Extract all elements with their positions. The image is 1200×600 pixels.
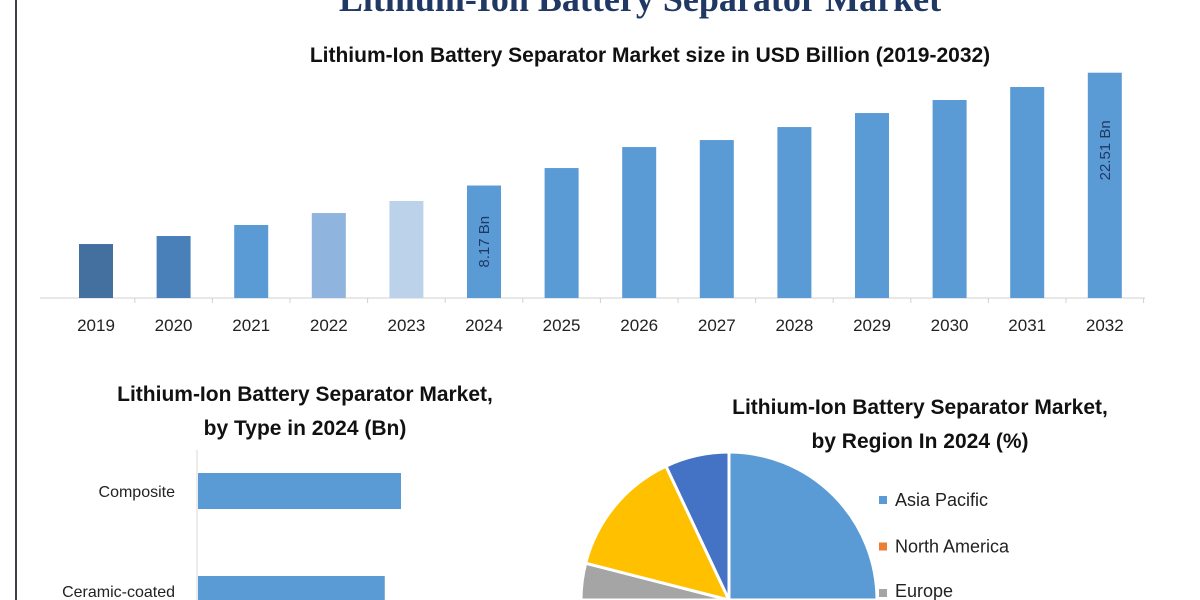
bar-chart-title: Lithium-Ion Battery Separator Market siz… — [309, 44, 991, 67]
x-tick-label-2019: 2019 — [77, 316, 115, 335]
x-tick-label-2022: 2022 — [310, 316, 348, 335]
type-chart-title-line2: by Type in 2024 (Bn) — [203, 417, 407, 440]
bar-2030 — [932, 99, 967, 299]
x-tick-label-2030: 2030 — [931, 316, 969, 335]
bar-2019 — [79, 244, 113, 298]
bar-2025 — [544, 168, 579, 298]
x-tick-label-2028: 2028 — [775, 316, 813, 335]
data-label-2024: 8.17 Bn — [476, 216, 493, 268]
region-chart-title: Lithium-Ion Battery Separator Market, by… — [620, 391, 1200, 459]
pie-slice-slice-5 — [663, 450, 731, 600]
x-tick-label-2025: 2025 — [543, 316, 581, 335]
legend-label-north-america: North America — [895, 537, 1010, 557]
x-tick-label-2020: 2020 — [155, 316, 193, 335]
bar-2020 — [156, 236, 191, 298]
legend-label-europe: Europe — [895, 581, 953, 600]
bar-2024 — [467, 185, 501, 298]
region-chart-title-line1: Lithium-Ion Battery Separator Market, — [732, 396, 1108, 419]
type-bar-composite — [198, 473, 401, 509]
bar-2022 — [311, 213, 346, 298]
x-tick-label-2026: 2026 — [620, 316, 658, 335]
x-tick-label-2023: 2023 — [387, 316, 425, 335]
x-tick-label-2029: 2029 — [853, 316, 891, 335]
bar-2026 — [622, 147, 657, 298]
x-tick-label-2024: 2024 — [465, 316, 503, 335]
x-tick-label-2031: 2031 — [1008, 316, 1046, 335]
main-title: Lithium-Ion Battery Separator Market — [0, 0, 1200, 20]
type-label-composite: Composite — [99, 484, 176, 501]
pie-slice-asia-pacific — [727, 450, 879, 600]
bar-2023 — [389, 201, 424, 298]
frame-border-line — [15, 0, 17, 600]
bar-2031 — [1010, 87, 1045, 299]
x-tick-label-2021: 2021 — [232, 316, 270, 335]
x-tick-label-2032: 2032 — [1086, 316, 1124, 335]
bar-2021 — [234, 224, 269, 298]
bar-2028 — [777, 127, 812, 298]
bar-2032 — [1087, 72, 1122, 298]
legend-marker-north-america — [879, 542, 887, 551]
type-bar-ceramic-coated — [198, 576, 385, 600]
x-tick-label-2027: 2027 — [698, 316, 736, 335]
type-chart-title-line1: Lithium-Ion Battery Separator Market, — [117, 383, 493, 406]
type-chart-title: Lithium-Ion Battery Separator Market, by… — [40, 378, 570, 446]
pie-slice-slice-4 — [583, 464, 731, 600]
legend-marker-europe — [879, 589, 887, 597]
bar-2027 — [699, 140, 734, 298]
type-label-ceramic-coated: Ceramic-coated — [62, 584, 175, 600]
bar-2029 — [855, 113, 889, 299]
legend-label-asia-pacific: Asia Pacific — [895, 490, 988, 510]
data-label-2032: 22.51 Bn — [1097, 120, 1114, 180]
region-chart-title-line2: by Region In 2024 (%) — [811, 430, 1029, 453]
legend-marker-asia-pacific — [879, 496, 887, 504]
